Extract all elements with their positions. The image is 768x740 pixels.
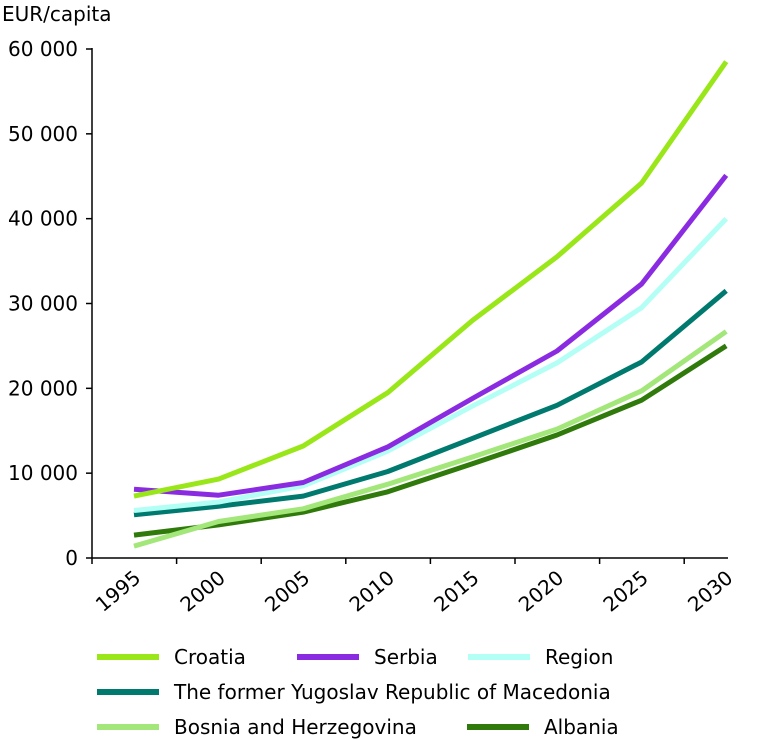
legend: Croatia Serbia Region The former Yugoslav R… <box>97 645 619 739</box>
series-line-the-former-yugoslav-republic-of-macedonia <box>133 288 728 518</box>
x-tick-label: 2015 <box>429 565 483 616</box>
x-tick-label: 2010 <box>345 565 399 616</box>
y-tick-label: 0 <box>65 546 78 570</box>
y-tick-label: 50 000 <box>8 122 78 146</box>
series-line-albania <box>133 343 728 538</box>
x-tick-label: 1995 <box>91 565 145 616</box>
x-tick-label: 2000 <box>175 565 229 616</box>
x-tick-label: 2025 <box>598 565 652 616</box>
series-line-region <box>133 216 729 513</box>
y-tick-label: 30 000 <box>8 292 78 316</box>
legend-label: Croatia <box>174 645 246 669</box>
series-lines <box>133 60 729 549</box>
legend-label: Albania <box>544 715 619 739</box>
axes: 0 10 000 20 000 30 000 40 000 50 000 60 000 199… <box>8 37 737 617</box>
y-tick-label: 10 000 <box>8 461 78 485</box>
x-tick-label: 2020 <box>514 565 568 616</box>
y-tick-label: 40 000 <box>8 207 78 231</box>
y-tick-label: 20 000 <box>8 376 78 400</box>
legend-label: Serbia <box>374 645 438 669</box>
series-line-bosnia-and-herzegovina <box>133 329 728 549</box>
legend-label: The former Yugoslav Republic of Macedoni… <box>173 680 611 704</box>
series-line-serbia <box>133 173 729 498</box>
y-axis-title: EUR/capita <box>2 2 112 26</box>
x-tick-label: 2030 <box>683 565 737 616</box>
x-tick-label: 2005 <box>260 565 314 616</box>
y-tick-label: 60 000 <box>8 37 78 61</box>
legend-label: Bosnia and Herzegovina <box>174 715 417 739</box>
legend-label: Region <box>545 645 613 669</box>
series-line-croatia <box>133 60 729 499</box>
